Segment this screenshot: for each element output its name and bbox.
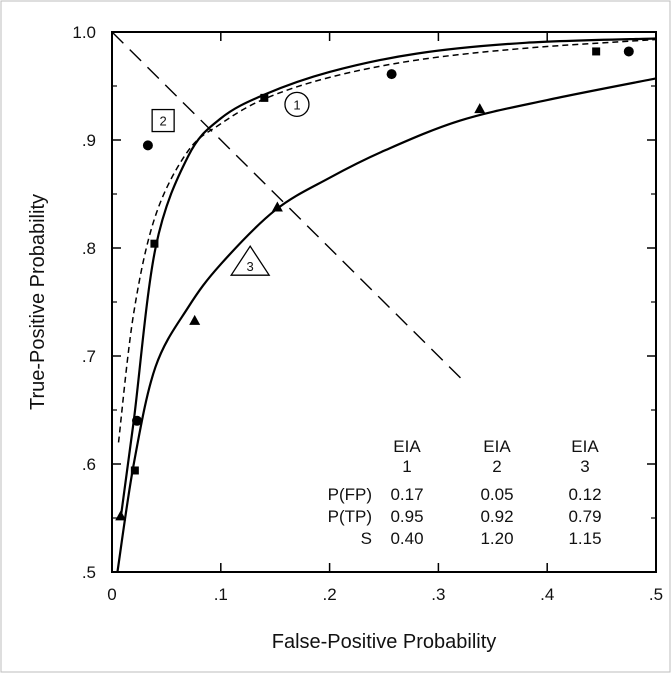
y-tick-label-3: .8 — [82, 239, 96, 258]
table-row-label-0: P(FP) — [328, 485, 372, 504]
data-point-3-2 — [271, 201, 283, 212]
x-tick-label-4: .4 — [540, 585, 554, 604]
table-cell-1-2: 0.79 — [568, 507, 601, 526]
data-point-1-3 — [623, 46, 634, 57]
data-point-3-1 — [189, 314, 201, 325]
table-header-3-line2: 3 — [580, 457, 589, 476]
curve-label-3: 3 — [229, 245, 271, 276]
table-header-2-line2: 2 — [492, 457, 501, 476]
table-row-label-2: S — [361, 529, 372, 548]
data-point-3-0 — [115, 510, 127, 521]
curve-label-text: 1 — [293, 97, 300, 112]
table-header-1-line2: 1 — [402, 457, 411, 476]
y-axis-label: True-Positive Probability — [27, 194, 49, 410]
curve-labels: 1 2 3 — [151, 91, 310, 276]
data-point-2-2 — [260, 93, 269, 102]
roc-curve-2 — [117, 38, 657, 443]
curve-label-text: 3 — [247, 259, 254, 274]
data-point-2-1 — [150, 239, 159, 248]
data-point-3-3 — [474, 103, 486, 114]
table-cell-1-0: 0.95 — [390, 507, 423, 526]
observed-points — [115, 46, 634, 521]
x-tick-label-1: .1 — [214, 585, 228, 604]
data-point-1-1 — [142, 140, 153, 151]
table-header-2-line1: EIA — [483, 437, 511, 456]
y-tick-label-2: .7 — [82, 347, 96, 366]
curve-label-square-icon — [151, 108, 175, 133]
y-tick-label-5: 1.0 — [72, 23, 96, 42]
tick-labels: 0 .1 .2 .3 .4 .5 .5 .6 .7 .8 .9 1.0 — [72, 23, 663, 604]
x-tick-label-0: 0 — [107, 585, 116, 604]
reference-line — [111, 31, 467, 384]
curve-label-text: 2 — [160, 114, 167, 129]
y-tick-label-0: .5 — [82, 563, 96, 582]
x-axis-label: False-Positive Probability — [272, 631, 497, 653]
x-tick-label-3: .3 — [431, 585, 445, 604]
curve-label-1: 1 — [284, 91, 310, 118]
y-tick-label-1: .6 — [82, 455, 96, 474]
curve-label-2: 2 — [151, 108, 175, 133]
x-tick-label-2: .2 — [323, 585, 337, 604]
table-row-label-1: P(TP) — [328, 507, 372, 526]
curve-label-triangle-icon — [229, 245, 271, 276]
table-cell-2-0: 0.40 — [390, 529, 423, 548]
data-point-2-3 — [592, 47, 601, 56]
curve-label-circle-icon — [284, 91, 310, 118]
x-tick-label-5: .5 — [649, 585, 663, 604]
data-point-1-0 — [132, 415, 143, 426]
table-cell-0-0: 0.17 — [390, 485, 423, 504]
table-header-3-line1: EIA — [571, 437, 599, 456]
table-cell-0-2: 0.12 — [568, 485, 601, 504]
table-header-1-line1: EIA — [393, 437, 421, 456]
table-cell-2-2: 1.15 — [568, 529, 601, 548]
data-point-2-0 — [130, 466, 139, 475]
table-cell-2-1: 1.20 — [480, 529, 513, 548]
table-cell-0-1: 0.05 — [480, 485, 513, 504]
table-cell-1-1: 0.92 — [480, 507, 513, 526]
y-tick-label-4: .9 — [82, 131, 96, 150]
data-point-1-2 — [386, 69, 397, 80]
roc-curve-1 — [119, 37, 657, 519]
